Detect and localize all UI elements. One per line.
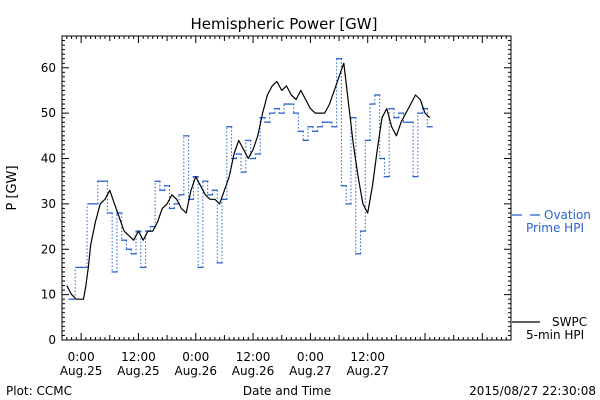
- x-tick-date-label: Aug.27: [289, 364, 332, 378]
- y-tick-label: 40: [41, 152, 56, 166]
- x-tick-date-label: Aug.26: [174, 364, 217, 378]
- x-tick-date-label: Aug.26: [232, 364, 275, 378]
- legend-ovation-name: Ovation: [544, 208, 591, 222]
- x-tick-date-label: Aug.25: [60, 364, 103, 378]
- swpc-hpi-line: [66, 62, 431, 300]
- x-tick-date-label: Aug.27: [346, 364, 389, 378]
- series-0: [68, 58, 433, 300]
- y-axis-label: P [GW]: [5, 165, 20, 210]
- legend-swpc: SWPC 5-min HPI: [512, 315, 587, 342]
- legend-ovation-name-2: Prime HPI: [526, 221, 584, 235]
- legend-swpc-name: SWPC: [552, 315, 587, 329]
- plot-frame: [61, 35, 512, 341]
- y-tick-label: 10: [41, 288, 56, 302]
- y-tick-label: 0: [48, 333, 56, 347]
- y-axis: 0 10 20 30 40 50 60: [41, 35, 511, 347]
- x-tick-time-label: 0:00: [182, 350, 209, 364]
- x-tick-time-label: 0:00: [68, 350, 95, 364]
- legend-swpc-name-2: 5-min HPI: [526, 328, 584, 342]
- plot-timestamp: 2015/08/27 22:30:08: [469, 384, 596, 398]
- y-tick-label: 30: [41, 197, 56, 211]
- y-tick-label: 20: [41, 242, 56, 256]
- x-tick-time-label: 12:00: [350, 350, 385, 364]
- x-tick-date-label: Aug.25: [117, 364, 160, 378]
- plot-credit: Plot: CCMC: [6, 384, 72, 398]
- series-layer: [66, 58, 433, 300]
- x-axis: 0:00Aug.2512:00Aug.250:00Aug.2612:00Aug.…: [60, 36, 512, 378]
- x-tick-time-label: 0:00: [297, 350, 324, 364]
- x-axis-label: Date and Time: [243, 384, 331, 398]
- legend-ovation: Ovation Prime HPI: [512, 208, 591, 235]
- chart-title: Hemispheric Power [GW]: [191, 15, 378, 33]
- y-tick-label: 50: [41, 106, 56, 120]
- series-1: [66, 62, 431, 300]
- y-tick-label: 60: [41, 61, 56, 75]
- x-tick-time-label: 12:00: [121, 350, 156, 364]
- x-tick-time-label: 12:00: [236, 350, 271, 364]
